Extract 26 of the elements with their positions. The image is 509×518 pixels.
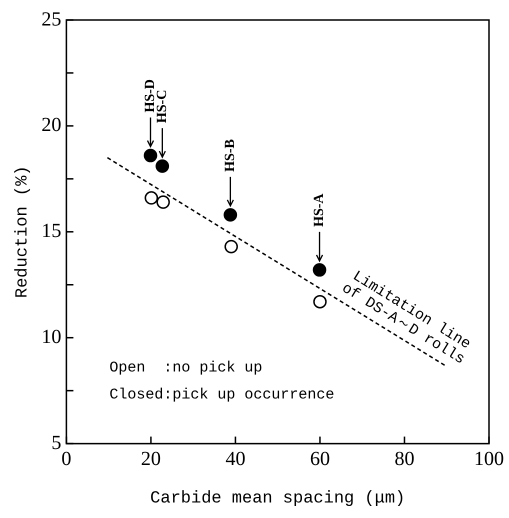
x-tick-label: 80 <box>394 448 414 470</box>
x-tick-label: 0 <box>61 448 72 470</box>
x-tick-label: 40 <box>225 448 246 470</box>
y-tick-label: 25 <box>41 8 62 30</box>
y-tick-label: 5 <box>51 432 62 454</box>
annotation: HS-B <box>222 139 238 172</box>
point <box>156 159 170 173</box>
point <box>144 191 158 205</box>
point <box>144 148 158 162</box>
annotation: HS-C <box>154 90 170 124</box>
y-tick-label: 15 <box>41 220 62 242</box>
y-tick-label: 10 <box>41 326 62 348</box>
y-tick-label: 20 <box>41 114 62 136</box>
point <box>224 240 238 254</box>
x-tick-label: 20 <box>140 448 161 470</box>
y-axis-title: Reduction (%) <box>14 165 33 298</box>
annotation: Open :no pick up <box>109 360 262 377</box>
point <box>313 294 327 308</box>
point <box>312 263 326 277</box>
point <box>224 208 238 222</box>
x-tick-label: 60 <box>310 448 330 470</box>
annotation: HS-A <box>312 192 328 227</box>
x-axis-title: Carbide mean spacing (μm) <box>150 489 406 508</box>
point <box>156 195 170 209</box>
x-tick-label: 100 <box>474 448 504 470</box>
annotation: Closed:pick up occurrence <box>109 386 334 404</box>
